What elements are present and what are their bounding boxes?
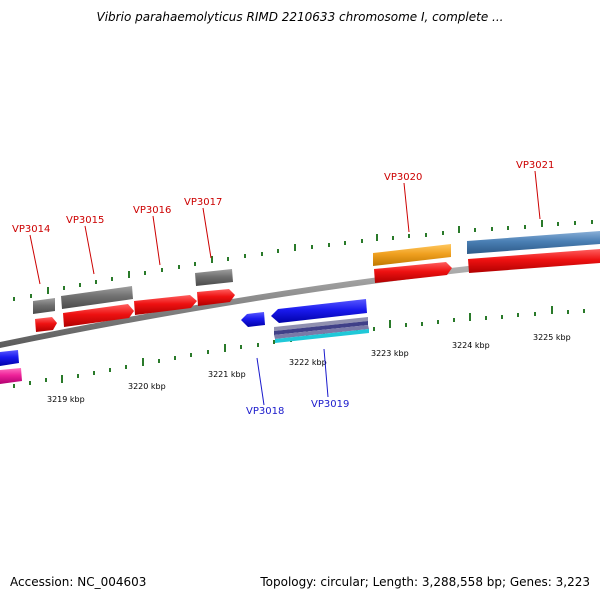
reverse-label-leaders xyxy=(256,348,329,406)
scale-label: 3225 kbp xyxy=(533,333,571,342)
scale-label: 3223 kbp xyxy=(371,349,409,358)
forward-label-leaders xyxy=(29,170,541,285)
gene-arrow-left-edge[interactable] xyxy=(0,350,19,366)
scale-label: 3222 kbp xyxy=(289,358,327,367)
gene-label-vp3018[interactable]: VP3018 xyxy=(246,406,284,417)
gene-arrow-vp3021[interactable] xyxy=(468,249,600,273)
gene-label-vp3017[interactable]: VP3017 xyxy=(184,197,222,208)
gene-arrow-vp3015[interactable] xyxy=(63,304,134,327)
gene-feature-magenta[interactable] xyxy=(0,368,22,384)
reverse-gene-labels: VP3018 VP3019 xyxy=(246,399,349,417)
gene-arrow-vp3016[interactable] xyxy=(134,295,197,315)
gene-feature-stack[interactable] xyxy=(274,317,369,343)
gene-label-vp3020[interactable]: VP3020 xyxy=(384,172,422,183)
gene-arrow-vp3019[interactable] xyxy=(271,299,367,323)
forward-outer-features xyxy=(33,231,600,314)
scale-label: 3220 kbp xyxy=(128,382,166,391)
forward-gene-labels: VP3014 VP3015 VP3016 VP3017 VP3020 VP302… xyxy=(12,160,554,235)
scale-label: 3224 kbp xyxy=(452,341,490,350)
gene-label-vp3019[interactable]: VP3019 xyxy=(311,399,349,410)
gene-feature-orange[interactable] xyxy=(373,244,451,266)
scale-labels: 3219 kbp 3220 kbp 3221 kbp 3222 kbp 3223… xyxy=(47,333,571,404)
reverse-cds-features xyxy=(0,299,369,384)
gene-feature-grey[interactable] xyxy=(195,269,233,286)
forward-tick-track xyxy=(13,220,593,301)
gene-arrow-vp3018[interactable] xyxy=(241,312,265,327)
gene-label-vp3021[interactable]: VP3021 xyxy=(516,160,554,171)
gene-arrow-vp3017[interactable] xyxy=(197,289,235,306)
sequence-summary: Topology: circular; Length: 3,288,558 bp… xyxy=(260,575,590,589)
gene-feature-grey[interactable] xyxy=(61,286,133,309)
gene-arrow-vp3014[interactable] xyxy=(35,317,57,332)
forward-cds-features xyxy=(35,249,600,332)
scale-label: 3219 kbp xyxy=(47,395,85,404)
gene-feature-grey[interactable] xyxy=(33,298,55,314)
gene-label-vp3016[interactable]: VP3016 xyxy=(133,205,171,216)
gene-label-vp3014[interactable]: VP3014 xyxy=(12,224,50,235)
accession-text: Accession: NC_004603 xyxy=(10,575,147,589)
gene-arrow-vp3020[interactable] xyxy=(374,262,452,283)
scale-label: 3221 kbp xyxy=(208,370,246,379)
gene-feature-steelblue[interactable] xyxy=(467,231,600,254)
gene-label-vp3015[interactable]: VP3015 xyxy=(66,215,104,226)
map-title: Vibrio parahaemolyticus RIMD 2210633 chr… xyxy=(96,10,504,24)
